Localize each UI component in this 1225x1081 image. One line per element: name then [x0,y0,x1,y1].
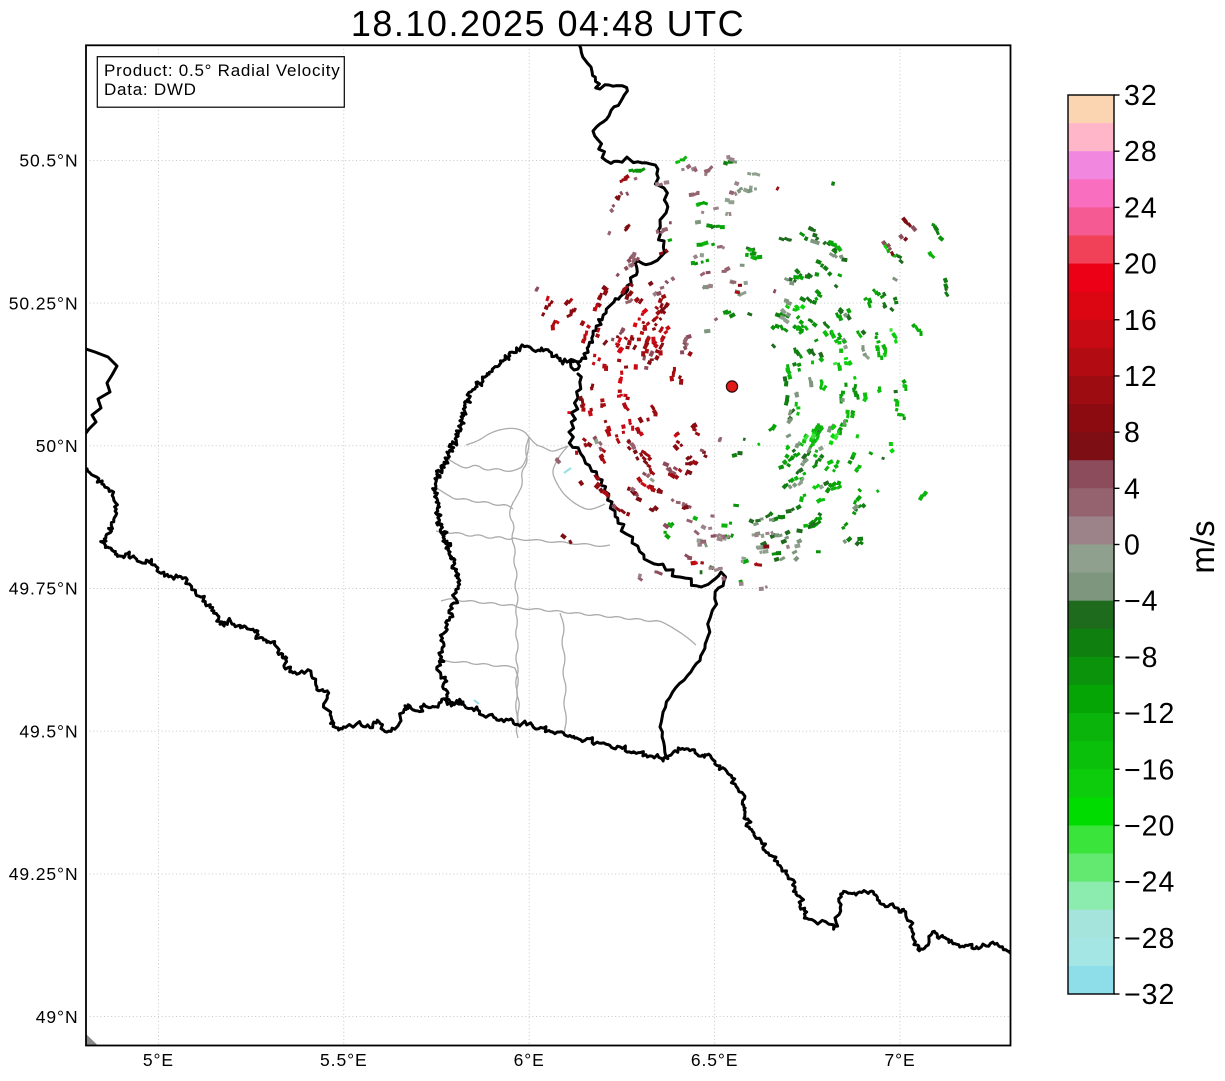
svg-text:12: 12 [1124,361,1158,393]
svg-text:50°N: 50°N [36,436,79,456]
svg-text:20: 20 [1124,249,1158,281]
svg-text:Data: DWD: Data: DWD [104,80,197,99]
svg-text:50.25°N: 50.25°N [9,293,79,313]
svg-text:−8: −8 [1124,642,1159,674]
svg-text:18.10.2025 04:48 UTC: 18.10.2025 04:48 UTC [351,3,745,44]
svg-text:6°E: 6°E [514,1050,545,1070]
svg-text:−4: −4 [1124,586,1159,618]
svg-text:−28: −28 [1124,923,1175,955]
svg-text:24: 24 [1124,192,1158,224]
svg-text:49°N: 49°N [36,1007,79,1027]
svg-text:0: 0 [1124,530,1141,562]
svg-text:32: 32 [1124,80,1158,112]
svg-text:16: 16 [1124,305,1158,337]
svg-text:7°E: 7°E [884,1050,915,1070]
svg-text:5.5°E: 5.5°E [320,1050,368,1070]
svg-text:4: 4 [1124,473,1141,505]
svg-text:28: 28 [1124,136,1158,168]
svg-text:−32: −32 [1124,979,1175,1011]
svg-text:49.5°N: 49.5°N [19,721,78,741]
svg-text:−12: −12 [1124,698,1175,730]
svg-text:50.5°N: 50.5°N [19,151,78,171]
svg-text:−16: −16 [1124,754,1175,786]
svg-text:m/s: m/s [1184,520,1221,573]
svg-text:Product: 0.5° Radial Velocity: Product: 0.5° Radial Velocity [104,61,340,80]
svg-text:8: 8 [1124,417,1141,449]
svg-text:−20: −20 [1124,810,1175,842]
svg-text:49.75°N: 49.75°N [9,579,79,599]
svg-text:−24: −24 [1124,867,1175,899]
svg-text:49.25°N: 49.25°N [9,864,79,884]
svg-text:6.5°E: 6.5°E [691,1050,739,1070]
svg-text:5°E: 5°E [143,1050,174,1070]
